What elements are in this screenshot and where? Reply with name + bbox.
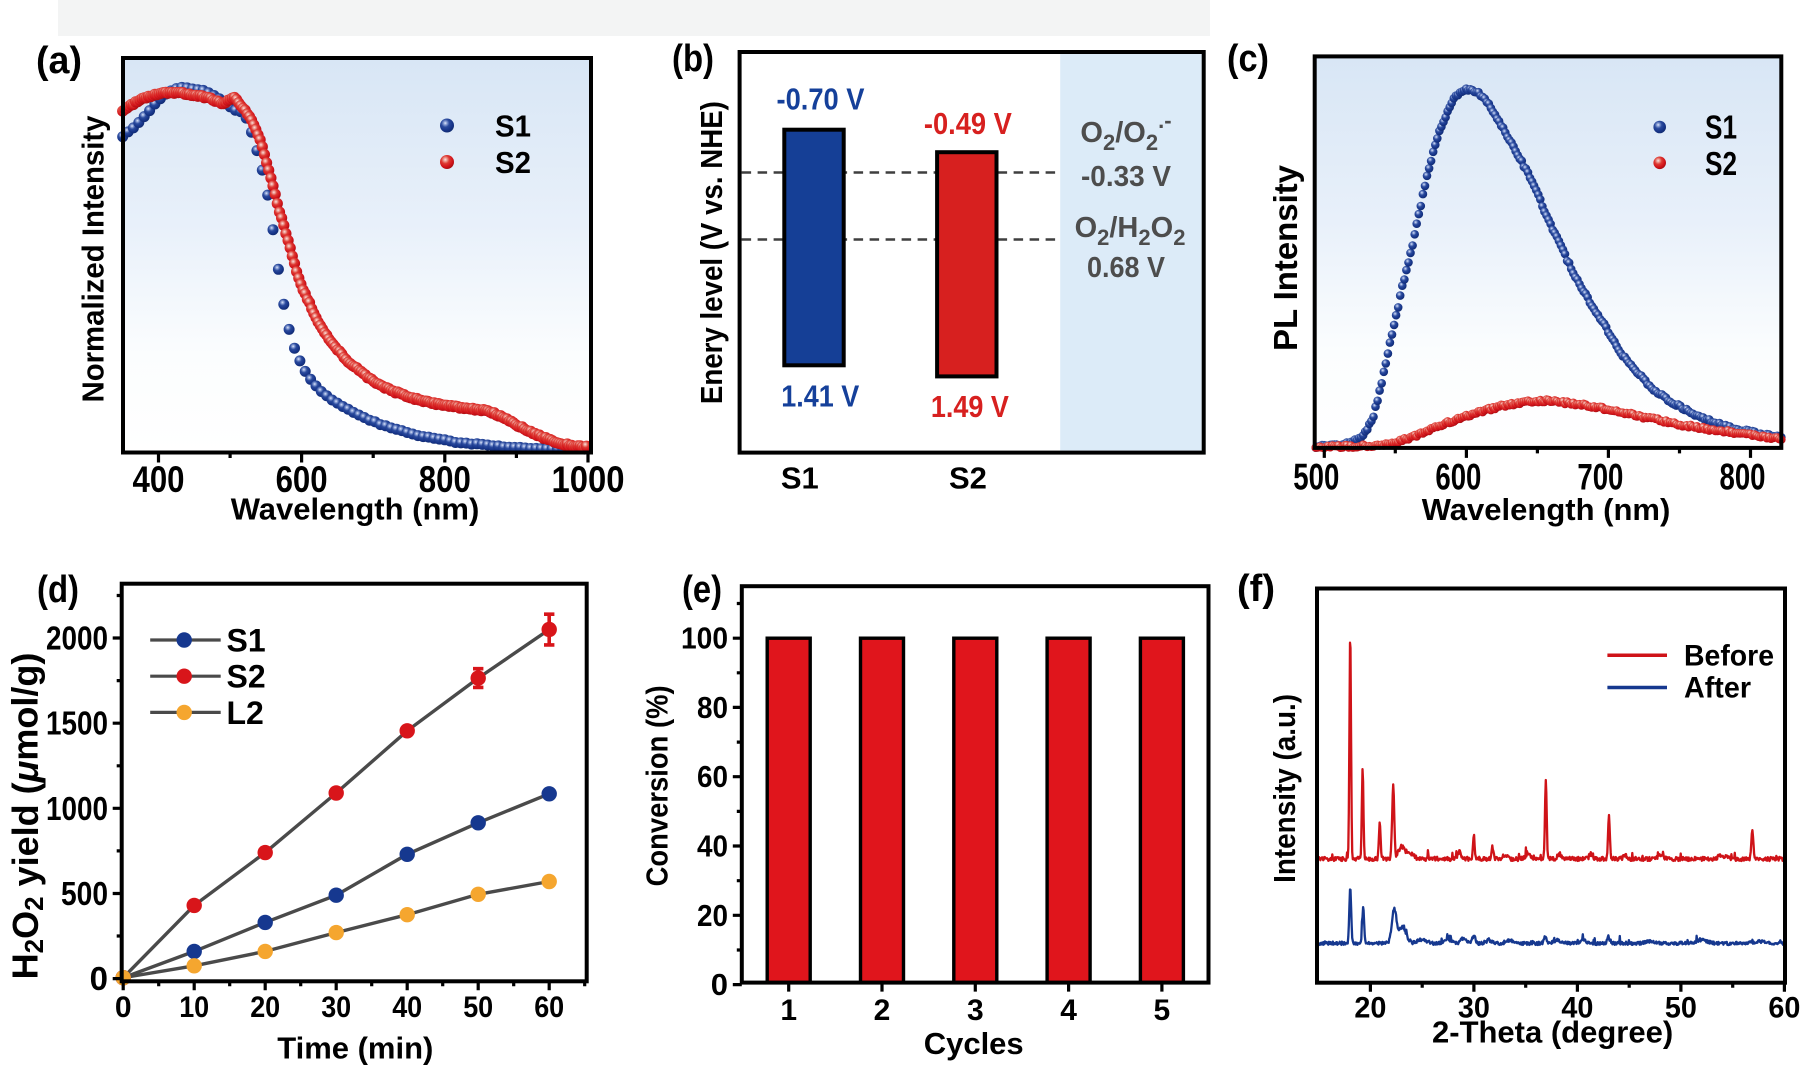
svg-text:800: 800 bbox=[419, 459, 471, 500]
svg-text:400: 400 bbox=[133, 459, 185, 500]
svg-text:(f): (f) bbox=[1237, 568, 1275, 610]
svg-text:600: 600 bbox=[1435, 457, 1481, 498]
svg-text:40: 40 bbox=[392, 991, 422, 1024]
svg-text:2-Theta (degree): 2-Theta (degree) bbox=[1432, 1015, 1673, 1050]
svg-text:40: 40 bbox=[1561, 992, 1593, 1025]
svg-text:0: 0 bbox=[711, 967, 728, 1002]
svg-text:20: 20 bbox=[1354, 992, 1386, 1025]
svg-text:20: 20 bbox=[250, 991, 280, 1024]
svg-text:60: 60 bbox=[1768, 992, 1800, 1025]
svg-text:80: 80 bbox=[697, 690, 728, 725]
svg-text:Enery level (V vs. NHE): Enery level (V vs. NHE) bbox=[694, 101, 729, 404]
svg-text:40: 40 bbox=[697, 829, 728, 864]
svg-text:20: 20 bbox=[697, 898, 728, 933]
svg-text:800: 800 bbox=[1720, 457, 1766, 498]
svg-text:S1: S1 bbox=[781, 461, 819, 496]
svg-text:1500: 1500 bbox=[46, 705, 108, 742]
svg-text:O2/H2O2: O2/H2O2 bbox=[1075, 212, 1186, 250]
svg-text:S2: S2 bbox=[1705, 145, 1737, 182]
svg-text:60: 60 bbox=[697, 759, 728, 794]
svg-text:1000: 1000 bbox=[46, 790, 108, 827]
svg-text:Intensity (a.u.): Intensity (a.u.) bbox=[1267, 694, 1302, 883]
svg-text:Time (min): Time (min) bbox=[277, 1031, 433, 1066]
svg-text:(b): (b) bbox=[672, 38, 714, 80]
svg-text:S2: S2 bbox=[949, 461, 987, 496]
svg-text:3: 3 bbox=[967, 994, 984, 1027]
svg-text:1: 1 bbox=[780, 994, 797, 1027]
svg-text:Wavelength (nm): Wavelength (nm) bbox=[1422, 492, 1671, 527]
svg-text:30: 30 bbox=[1458, 992, 1490, 1025]
svg-text:S1: S1 bbox=[1705, 109, 1737, 146]
svg-text:4: 4 bbox=[1060, 994, 1077, 1027]
svg-text:50: 50 bbox=[463, 991, 493, 1024]
svg-text:S2: S2 bbox=[227, 659, 266, 695]
svg-text:600: 600 bbox=[276, 459, 328, 500]
svg-text:500: 500 bbox=[61, 875, 108, 912]
svg-text:5: 5 bbox=[1154, 994, 1171, 1027]
svg-text:500: 500 bbox=[1293, 457, 1339, 498]
svg-text:After: After bbox=[1684, 672, 1751, 705]
svg-text:100: 100 bbox=[681, 621, 728, 656]
svg-text:50: 50 bbox=[1665, 992, 1697, 1025]
svg-text:30: 30 bbox=[321, 991, 351, 1024]
svg-text:L2: L2 bbox=[227, 695, 264, 731]
svg-text:Cycles: Cycles bbox=[924, 1026, 1024, 1061]
svg-text:(d): (d) bbox=[37, 569, 79, 611]
svg-text:60: 60 bbox=[534, 991, 564, 1024]
svg-text:PL Intensity: PL Intensity bbox=[1267, 164, 1304, 351]
svg-text:700: 700 bbox=[1577, 457, 1623, 498]
svg-text:2000: 2000 bbox=[46, 620, 108, 657]
svg-text:S1: S1 bbox=[495, 109, 531, 144]
svg-text:1.41 V: 1.41 V bbox=[781, 379, 859, 414]
svg-text:10: 10 bbox=[179, 991, 209, 1024]
svg-text:H2O2 yield (μmol/g): H2O2 yield (μmol/g) bbox=[5, 653, 50, 980]
svg-text:S1: S1 bbox=[227, 623, 266, 659]
svg-text:Before: Before bbox=[1684, 639, 1774, 672]
svg-text:-0.33 V: -0.33 V bbox=[1081, 161, 1172, 193]
svg-text:1000: 1000 bbox=[552, 459, 625, 500]
svg-text:-0.49 V: -0.49 V bbox=[924, 106, 1012, 141]
svg-text:(c): (c) bbox=[1227, 38, 1269, 80]
svg-text:0: 0 bbox=[115, 991, 132, 1024]
svg-text:Normalized Intensity: Normalized Intensity bbox=[76, 115, 111, 403]
svg-text:0.68 V: 0.68 V bbox=[1087, 252, 1166, 284]
svg-text:-0.70 V: -0.70 V bbox=[777, 82, 865, 117]
svg-text:(e): (e) bbox=[682, 569, 722, 611]
svg-text:Wavelength (nm): Wavelength (nm) bbox=[231, 492, 480, 527]
svg-text:S2: S2 bbox=[495, 145, 531, 180]
svg-text:2: 2 bbox=[874, 994, 891, 1027]
svg-text:1.49 V: 1.49 V bbox=[931, 389, 1009, 424]
svg-text:Conversion (%): Conversion (%) bbox=[640, 685, 675, 886]
svg-text:0: 0 bbox=[90, 960, 108, 997]
svg-text:(a): (a) bbox=[36, 40, 82, 82]
